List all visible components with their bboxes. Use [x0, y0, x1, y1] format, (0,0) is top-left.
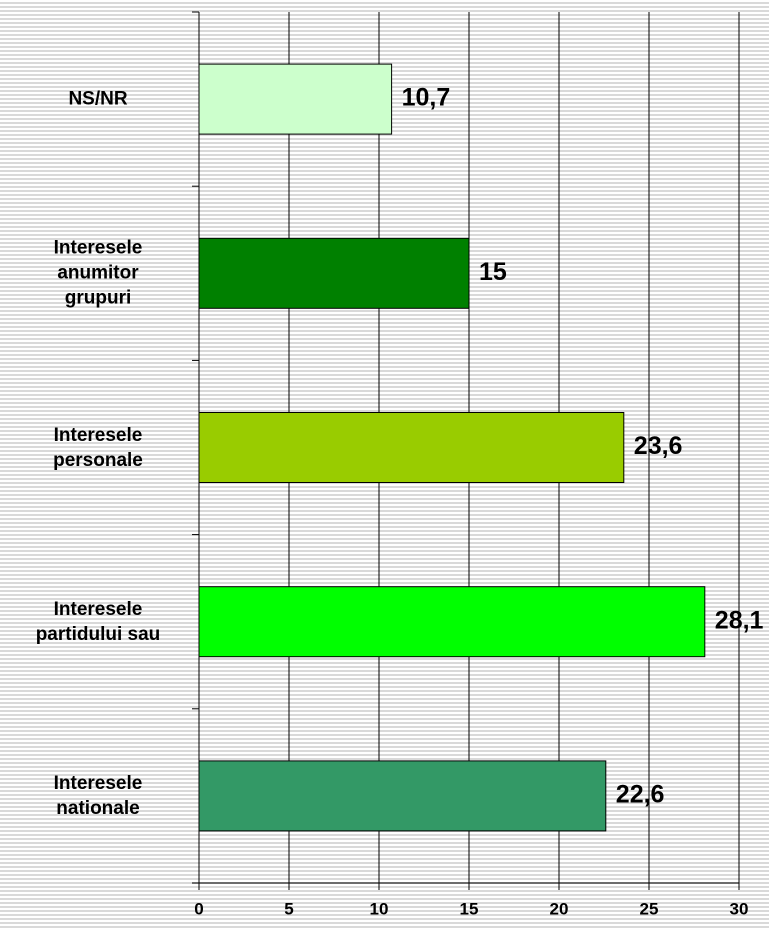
bar — [198, 237, 470, 309]
value-label: 22,6 — [616, 781, 665, 809]
x-tick-label: 0 — [194, 899, 203, 918]
value-label: 23,6 — [634, 432, 683, 460]
bar — [198, 412, 625, 483]
x-tick-label: 15 — [460, 899, 479, 918]
y-tick-label: Interesele anumitor grupuri — [53, 237, 143, 309]
bar — [198, 760, 607, 832]
value-label: 28,1 — [715, 606, 764, 634]
value-label: 10,7 — [402, 84, 451, 112]
y-tick-label: Interesele personale — [53, 424, 143, 471]
y-tick-label: NS/NR — [68, 88, 128, 110]
bar — [198, 63, 393, 135]
x-tick-label: 20 — [550, 899, 569, 918]
x-tick-label: 10 — [370, 899, 389, 918]
value-label: 15 — [479, 258, 507, 286]
x-tick-label: 25 — [640, 899, 659, 918]
y-tick-label: Interesele partidului sau — [35, 598, 161, 645]
y-tick-label: Interesele nationale — [53, 772, 143, 819]
bar — [198, 586, 706, 658]
x-tick-label: 30 — [730, 899, 749, 918]
x-tick-label: 5 — [284, 899, 293, 918]
